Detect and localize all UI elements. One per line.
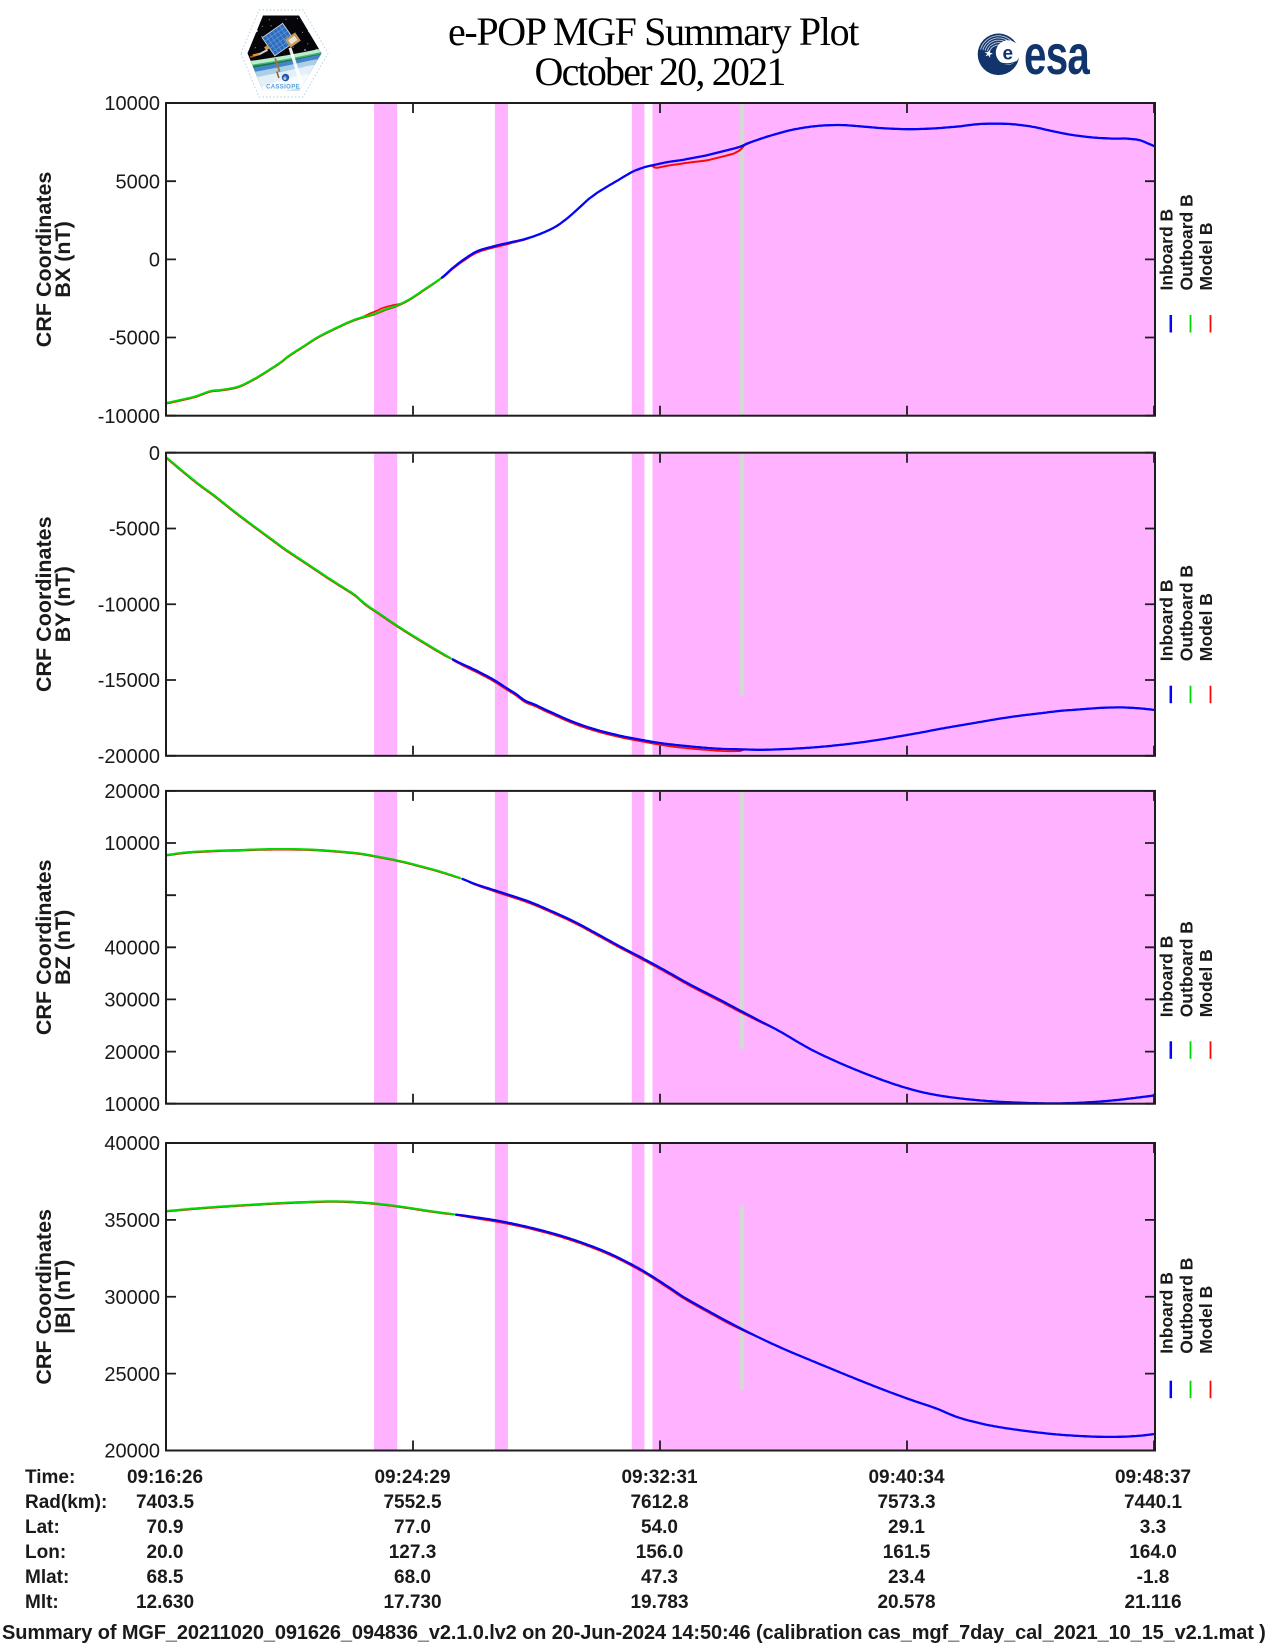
svg-text:30000: 30000 [104,1287,160,1309]
svg-text:e-POP MGF Summary Plot: e-POP MGF Summary Plot [448,9,859,54]
svg-text:21.116: 21.116 [1124,1592,1181,1613]
svg-text:Lat:: Lat: [25,1517,60,1538]
svg-text:29.1: 29.1 [888,1517,925,1538]
svg-text:-10000: -10000 [98,595,160,617]
svg-text:40000: 40000 [104,938,160,960]
svg-text:7403.5: 7403.5 [136,1492,195,1513]
svg-text:10000: 10000 [104,833,160,855]
svg-text:47.3: 47.3 [641,1567,678,1588]
svg-text:10000: 10000 [104,93,160,115]
svg-text:Inboard B: Inboard B [1157,1272,1177,1354]
svg-text:Outboard B: Outboard B [1177,921,1197,1017]
svg-text:e: e [1003,44,1014,65]
svg-text:09:40:34: 09:40:34 [868,1467,944,1488]
svg-text:164.0: 164.0 [1129,1542,1177,1563]
svg-text:Outboard B: Outboard B [1177,1258,1197,1354]
svg-text:Model B: Model B [1196,949,1216,1017]
svg-text:Time:: Time: [25,1467,75,1488]
svg-text:20000: 20000 [104,1441,160,1463]
svg-text:35000: 35000 [104,1210,160,1232]
svg-text:20.578: 20.578 [877,1592,935,1613]
svg-text:Outboard B: Outboard B [1177,194,1197,290]
svg-text:09:32:31: 09:32:31 [621,1467,697,1488]
svg-text:Inboard B: Inboard B [1157,209,1177,291]
svg-text:Summary of MGF_20211020_091626: Summary of MGF_20211020_091626_094836_v2… [2,1622,1266,1644]
svg-text:Inboard B: Inboard B [1157,580,1177,662]
svg-text:Outboard B: Outboard B [1177,565,1197,661]
svg-text:Model B: Model B [1196,593,1216,661]
svg-text:-15000: -15000 [98,670,160,692]
svg-text:10000: 10000 [104,1094,160,1116]
svg-text:CASSIOPE: CASSIOPE [266,85,300,91]
svg-text:-20000: -20000 [98,746,160,768]
svg-text:0: 0 [149,250,160,272]
svg-text:40000: 40000 [104,1133,160,1155]
svg-text:17.730: 17.730 [383,1592,441,1613]
svg-text:23.4: 23.4 [888,1567,925,1588]
svg-text:Lon:: Lon: [25,1542,66,1563]
svg-text:161.5: 161.5 [883,1542,931,1563]
svg-text:5000: 5000 [116,171,161,193]
svg-text:19.783: 19.783 [630,1592,688,1613]
svg-text:30000: 30000 [104,990,160,1012]
svg-text:09:48:37: 09:48:37 [1115,1467,1191,1488]
svg-text:BX (nT): BX (nT) [51,221,75,297]
svg-text:20.0: 20.0 [147,1542,184,1563]
svg-text:CRF Coordinates: CRF Coordinates [32,1209,56,1385]
svg-text:Model B: Model B [1196,222,1216,290]
svg-text:12.630: 12.630 [136,1592,194,1613]
svg-text:09:16:26: 09:16:26 [127,1467,203,1488]
svg-text:3.3: 3.3 [1140,1517,1166,1538]
svg-text:-5000: -5000 [109,519,160,541]
svg-text:Mlat:: Mlat: [25,1567,69,1588]
svg-text:7612.8: 7612.8 [630,1492,688,1513]
svg-text:54.0: 54.0 [641,1517,678,1538]
svg-text:Mlt:: Mlt: [25,1592,59,1613]
svg-text:Model B: Model B [1196,1286,1216,1354]
svg-text:-1.8: -1.8 [1137,1567,1170,1588]
svg-text:Inboard B: Inboard B [1157,936,1177,1018]
svg-text:BY (nT): BY (nT) [51,566,75,642]
svg-text:127.3: 127.3 [389,1542,437,1563]
svg-text:77.0: 77.0 [394,1517,431,1538]
svg-text:68.5: 68.5 [147,1567,184,1588]
svg-text:25000: 25000 [104,1364,160,1386]
svg-text:esa: esa [1024,25,1091,87]
svg-text:68.0: 68.0 [394,1567,431,1588]
svg-text:-10000: -10000 [98,406,160,428]
svg-text:e: e [283,75,287,82]
svg-text:-5000: -5000 [109,328,160,350]
svg-text:7440.1: 7440.1 [1124,1492,1183,1513]
svg-text:20000: 20000 [104,781,160,803]
svg-text:70.9: 70.9 [147,1517,184,1538]
svg-text:0: 0 [149,443,160,465]
svg-text:7552.5: 7552.5 [383,1492,442,1513]
svg-text:7573.3: 7573.3 [877,1492,935,1513]
svg-text:09:24:29: 09:24:29 [374,1467,450,1488]
svg-text:CRF Coordinates: CRF Coordinates [32,516,56,692]
svg-text:BZ (nT): BZ (nT) [51,910,75,985]
svg-text:October 20, 2021: October 20, 2021 [534,49,784,94]
svg-text:CRF Coordinates: CRF Coordinates [32,172,56,348]
svg-text:|B| (nT): |B| (nT) [51,1260,75,1334]
svg-text:Rad(km):: Rad(km): [25,1492,107,1513]
svg-text:CRF Coordinates: CRF Coordinates [32,859,56,1035]
svg-text:20000: 20000 [104,1042,160,1064]
svg-text:156.0: 156.0 [636,1542,684,1563]
